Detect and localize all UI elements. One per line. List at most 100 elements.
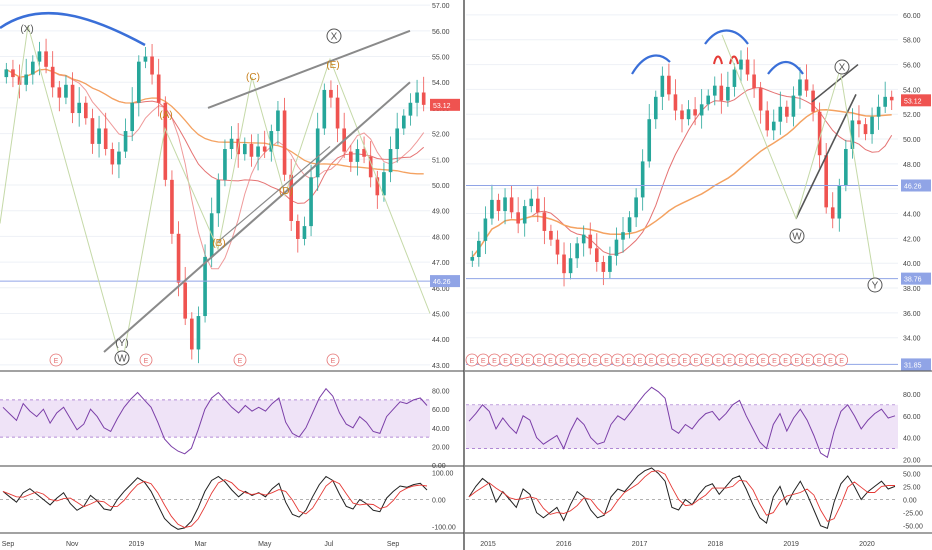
right-candle (791, 95, 796, 117)
left-candle (83, 102, 88, 119)
left-inner-trendline[interactable] (217, 146, 331, 242)
earnings-event-label: E (705, 358, 710, 365)
left-candle (368, 156, 373, 178)
left-candle (163, 102, 168, 180)
right-candle (837, 185, 842, 219)
right-candle (706, 95, 711, 105)
left-price-tick-label: 44.00 (432, 337, 450, 344)
left-candle (295, 220, 300, 239)
right-head-peak-mark-2[interactable] (729, 55, 739, 65)
left-candle (309, 177, 313, 227)
earnings-event-label: E (626, 358, 631, 365)
right-candle (555, 239, 560, 255)
right-candle (699, 104, 704, 116)
right-candle (870, 116, 874, 135)
right-head-peak-mark-1[interactable] (713, 55, 723, 65)
left-support-level-tag-bg (430, 275, 460, 288)
left-candle (11, 69, 15, 78)
left-wave-path (0, 25, 431, 366)
right-right-shoulder-arc[interactable] (767, 60, 804, 75)
right-rsi-line (468, 386, 896, 459)
left-wave-labels: (X) (Y) W (A) (B) (C) (D) (E) X E E E E (20, 24, 342, 367)
left-price-tick-label: 43.00 (432, 363, 450, 370)
right-candles (470, 47, 894, 287)
left-candle (103, 128, 108, 150)
right-candle (876, 106, 881, 117)
left-candle (123, 131, 128, 152)
right-candle (627, 217, 632, 233)
right-candle (640, 161, 645, 198)
right-candle (680, 110, 684, 120)
left-candle (355, 149, 360, 162)
left-candle (395, 128, 400, 150)
left-candle (282, 110, 287, 175)
left-candle (70, 84, 75, 114)
right-last-price-tag: 53.12 (904, 98, 922, 105)
left-candle (17, 77, 22, 85)
right-candle (785, 106, 789, 117)
right-candle (778, 106, 783, 122)
right-upper-trendline[interactable] (811, 63, 859, 103)
right-candle (581, 234, 586, 244)
right-rsi-tick-label: 40.00 (903, 436, 921, 443)
left-lower-trendline[interactable] (103, 81, 411, 353)
left-rsi-tick-label: 20.00 (432, 444, 450, 451)
left-candle (136, 61, 141, 103)
left-price-panel: 43.00 44.00 45.00 46.00 47.00 48.00 49.00 50.00… (0, 3, 460, 370)
left-candle (382, 172, 386, 196)
right-candle (712, 85, 717, 96)
left-wave-label-E: (E) (326, 60, 339, 71)
left-candle (262, 146, 267, 152)
right-price-tick-label: 58.00 (903, 38, 921, 45)
earnings-event-marker[interactable] (139, 353, 153, 367)
earnings-event-marker[interactable] (326, 353, 340, 367)
right-candle (758, 88, 763, 111)
right-candle (568, 258, 573, 274)
right-candle (745, 59, 750, 75)
left-price-tick-label: 56.00 (432, 29, 450, 36)
right-candle (726, 86, 730, 101)
left-time-tick-label: Sep (387, 541, 400, 548)
earnings-event-label: E (806, 358, 811, 365)
left-price-tick-label: 57.00 (432, 3, 450, 10)
right-candle (542, 212, 547, 231)
right-time-tick-label: 2018 (708, 541, 724, 548)
left-drawings (0, 11, 431, 366)
right-wave-label-W-ring (789, 228, 805, 244)
right-candle (588, 234, 593, 249)
right-candle (883, 96, 887, 107)
left-candle (130, 102, 135, 132)
right-candle (817, 111, 822, 156)
right-left-shoulder-arc[interactable] (631, 54, 671, 75)
left-candles (4, 38, 426, 364)
right-candle (660, 75, 665, 97)
right-head-arc[interactable] (704, 29, 749, 45)
left-top-arc[interactable] (0, 11, 146, 47)
left-price-tick-label: 49.00 (432, 209, 450, 216)
earnings-event-marker[interactable] (233, 353, 247, 367)
left-candle (37, 51, 42, 62)
left-price-tick-label: 48.00 (432, 234, 450, 241)
right-candle (686, 109, 691, 120)
right-candle (653, 96, 658, 120)
left-price-tick-label: 46.00 (432, 286, 450, 293)
right-osc-line (468, 467, 896, 529)
left-candle (216, 179, 221, 214)
right-candle (850, 120, 855, 149)
earnings-event-marker[interactable] (835, 353, 848, 367)
right-lower-trendline[interactable] (795, 94, 857, 219)
right-level-tag-bg (901, 272, 931, 285)
right-price-tick-label: 56.00 (903, 63, 921, 70)
left-price-tick-label: 54.00 (432, 80, 450, 87)
earnings-event-label: E (570, 358, 575, 365)
earnings-event-label: E (761, 358, 766, 365)
earnings-event-label: E (649, 358, 654, 365)
earnings-event-label: E (604, 358, 609, 365)
earnings-event-marker[interactable] (49, 353, 63, 367)
left-upper-trendline[interactable] (207, 29, 411, 109)
right-price-tick-label: 40.00 (903, 261, 921, 268)
left-candle (223, 149, 227, 180)
left-candle (97, 128, 101, 144)
left-candle (64, 84, 68, 98)
